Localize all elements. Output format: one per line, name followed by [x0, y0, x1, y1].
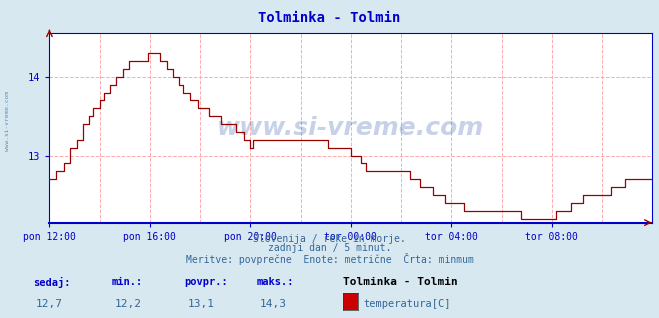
- Text: 12,2: 12,2: [115, 299, 142, 309]
- Text: www.si-vreme.com: www.si-vreme.com: [5, 91, 11, 151]
- Text: Slovenija / reke in morje.: Slovenija / reke in morje.: [253, 234, 406, 244]
- Text: Tolminka - Tolmin: Tolminka - Tolmin: [343, 277, 457, 287]
- Text: Meritve: povprečne  Enote: metrične  Črta: minmum: Meritve: povprečne Enote: metrične Črta:…: [186, 253, 473, 265]
- Text: 12,7: 12,7: [36, 299, 63, 309]
- Text: zadnji dan / 5 minut.: zadnji dan / 5 minut.: [268, 243, 391, 253]
- Text: maks.:: maks.:: [257, 277, 295, 287]
- Text: 13,1: 13,1: [188, 299, 214, 309]
- Text: min.:: min.:: [112, 277, 143, 287]
- Text: povpr.:: povpr.:: [185, 277, 228, 287]
- Text: temperatura[C]: temperatura[C]: [364, 299, 451, 309]
- Text: Tolminka - Tolmin: Tolminka - Tolmin: [258, 11, 401, 25]
- Text: www.si-vreme.com: www.si-vreme.com: [217, 116, 484, 140]
- Text: sedaj:: sedaj:: [33, 277, 71, 288]
- Text: 14,3: 14,3: [260, 299, 287, 309]
